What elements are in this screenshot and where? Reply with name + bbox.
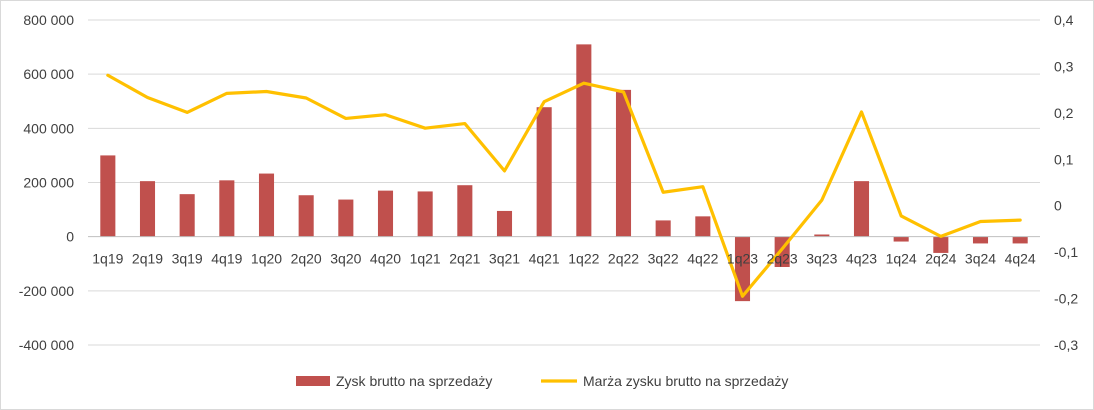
- x-tick-label: 3q23: [806, 251, 837, 267]
- right-tick-label: -0,2: [1054, 291, 1078, 307]
- right-axis-ticks: -0,3 -0,2 -0,1 0 0,1 0,2 0,3 0,4: [1054, 12, 1078, 353]
- legend-bar-label: Zysk brutto na sprzedaży: [336, 373, 492, 389]
- x-tick-label: 1q21: [410, 251, 441, 267]
- bar: [298, 195, 314, 237]
- gridlines: [88, 19, 1040, 346]
- x-tick-label: 4q23: [846, 251, 877, 267]
- bar: [655, 220, 671, 237]
- bar: [814, 234, 830, 237]
- bar: [258, 173, 275, 237]
- x-tick-label: 3q24: [965, 251, 996, 267]
- x-tick-label: 4q21: [529, 251, 560, 267]
- bar: [972, 236, 989, 244]
- x-tick-label: 2q22: [608, 251, 639, 267]
- x-tick-label: 1q24: [886, 251, 917, 267]
- bar: [100, 155, 116, 237]
- bar: [377, 190, 394, 237]
- bar: [933, 236, 949, 253]
- legend-bar-swatch: [296, 376, 330, 386]
- right-tick-label: -0,1: [1054, 244, 1078, 260]
- bar: [695, 216, 711, 237]
- right-tick-label: 0: [1054, 198, 1062, 214]
- left-tick-label: 200 000: [23, 175, 74, 191]
- legend-line-label: Marża zysku brutto na sprzedaży: [583, 373, 788, 389]
- x-axis-ticks: 1q19 2q19 3q19 4q19 1q20 2q20 3q20 4q20 1q21 2q21…: [92, 251, 1036, 267]
- bar: [893, 236, 909, 242]
- x-tick-label: 3q21: [489, 251, 520, 267]
- line-series: [106, 73, 1022, 298]
- left-axis-ticks: -400 000 -200 000 0 200 000 400 000 600 000 80…: [19, 12, 74, 353]
- x-tick-label: 1q19: [92, 251, 123, 267]
- x-tick-label: 2q21: [449, 251, 480, 267]
- bar: [417, 191, 433, 237]
- right-tick-label: -0,3: [1054, 337, 1078, 353]
- x-tick-label: 4q19: [211, 251, 242, 267]
- x-tick-label: 1q20: [251, 251, 282, 267]
- x-tick-label: 3q22: [648, 251, 679, 267]
- right-tick-label: 0,2: [1054, 105, 1074, 121]
- margin-line: [106, 73, 1022, 298]
- left-tick-label: 800 000: [23, 12, 74, 28]
- bar-series: [100, 44, 1028, 302]
- bar: [179, 194, 195, 237]
- legend: Zysk brutto na sprzedaży Marża zysku bru…: [296, 373, 788, 389]
- right-tick-label: 0,4: [1054, 12, 1074, 28]
- right-tick-label: 0,3: [1054, 58, 1074, 74]
- x-tick-label: 2q19: [132, 251, 163, 267]
- bar: [615, 89, 632, 237]
- left-tick-label: -400 000: [19, 337, 74, 353]
- left-tick-label: 0: [66, 229, 74, 245]
- x-tick-label: 1q22: [568, 251, 599, 267]
- bar: [1012, 236, 1028, 244]
- right-tick-label: 0,1: [1054, 151, 1074, 167]
- left-tick-label: 400 000: [23, 120, 74, 136]
- bar: [457, 185, 473, 237]
- bar: [139, 181, 156, 237]
- x-tick-label: 4q24: [1005, 251, 1036, 267]
- bar: [536, 107, 552, 237]
- left-tick-label: 600 000: [23, 66, 74, 82]
- bar: [853, 181, 870, 237]
- x-tick-label: 4q20: [370, 251, 401, 267]
- bar: [338, 199, 354, 237]
- bar: [219, 180, 235, 237]
- x-tick-label: 2q23: [767, 251, 798, 267]
- bar: [496, 210, 513, 237]
- left-tick-label: -200 000: [19, 283, 74, 299]
- x-tick-label: 4q22: [687, 251, 718, 267]
- x-tick-label: 2q20: [291, 251, 322, 267]
- x-tick-label: 3q20: [330, 251, 361, 267]
- x-tick-label: 3q19: [172, 251, 203, 267]
- x-tick-label: 2q24: [925, 251, 956, 267]
- x-tick-label: 1q23: [727, 251, 758, 267]
- bar: [576, 44, 592, 237]
